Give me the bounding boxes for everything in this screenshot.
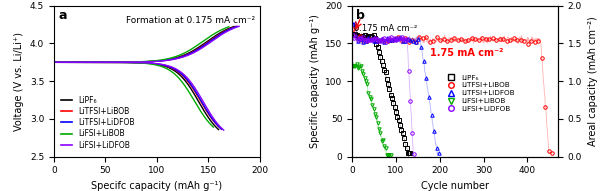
- Legend: LiPF₆, LiTFSI+LiBOB, LiTFSI+LiDFOB, LiFSI+LiBOB, LiFSI+LiDFOB: LiPF₆, LiTFSI+LiBOB, LiTFSI+LiDFOB, LiFS…: [445, 72, 517, 115]
- Text: Formation at 0.175 mA cm⁻²: Formation at 0.175 mA cm⁻²: [126, 16, 255, 25]
- Text: 0.175 mA cm⁻²: 0.175 mA cm⁻²: [355, 24, 418, 33]
- Text: 1.75 mA cm⁻²: 1.75 mA cm⁻²: [430, 48, 504, 58]
- Y-axis label: Voltage (V vs. Li/Li⁺): Voltage (V vs. Li/Li⁺): [14, 32, 25, 131]
- Legend: LiPF₆, LiTFSI+LiBOB, LiTFSI+LiDFOB, LiFSI+LiBOB, LiFSI+LiDFOB: LiPF₆, LiTFSI+LiBOB, LiTFSI+LiDFOB, LiFS…: [58, 92, 138, 153]
- Text: a: a: [58, 9, 67, 22]
- Y-axis label: Specific capacity (mAh g⁻¹): Specific capacity (mAh g⁻¹): [310, 14, 320, 148]
- X-axis label: Specifc capacity (mAh g⁻¹): Specifc capacity (mAh g⁻¹): [91, 181, 223, 191]
- Y-axis label: Areal capacity (mAh cm⁻²): Areal capacity (mAh cm⁻²): [587, 16, 598, 146]
- Text: b: b: [356, 9, 365, 22]
- X-axis label: Cycle number: Cycle number: [421, 181, 489, 191]
